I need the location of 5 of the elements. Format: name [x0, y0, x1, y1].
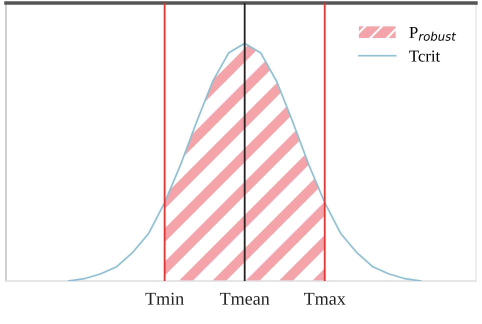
x-tick-label: Tmean — [220, 292, 270, 305]
x-tick-label: Tmin — [145, 292, 184, 305]
text: P$_{robust}$ — [409, 27, 456, 41]
legend-label: Tcrit — [409, 50, 440, 62]
x-tick-label: Tmax — [304, 292, 346, 305]
